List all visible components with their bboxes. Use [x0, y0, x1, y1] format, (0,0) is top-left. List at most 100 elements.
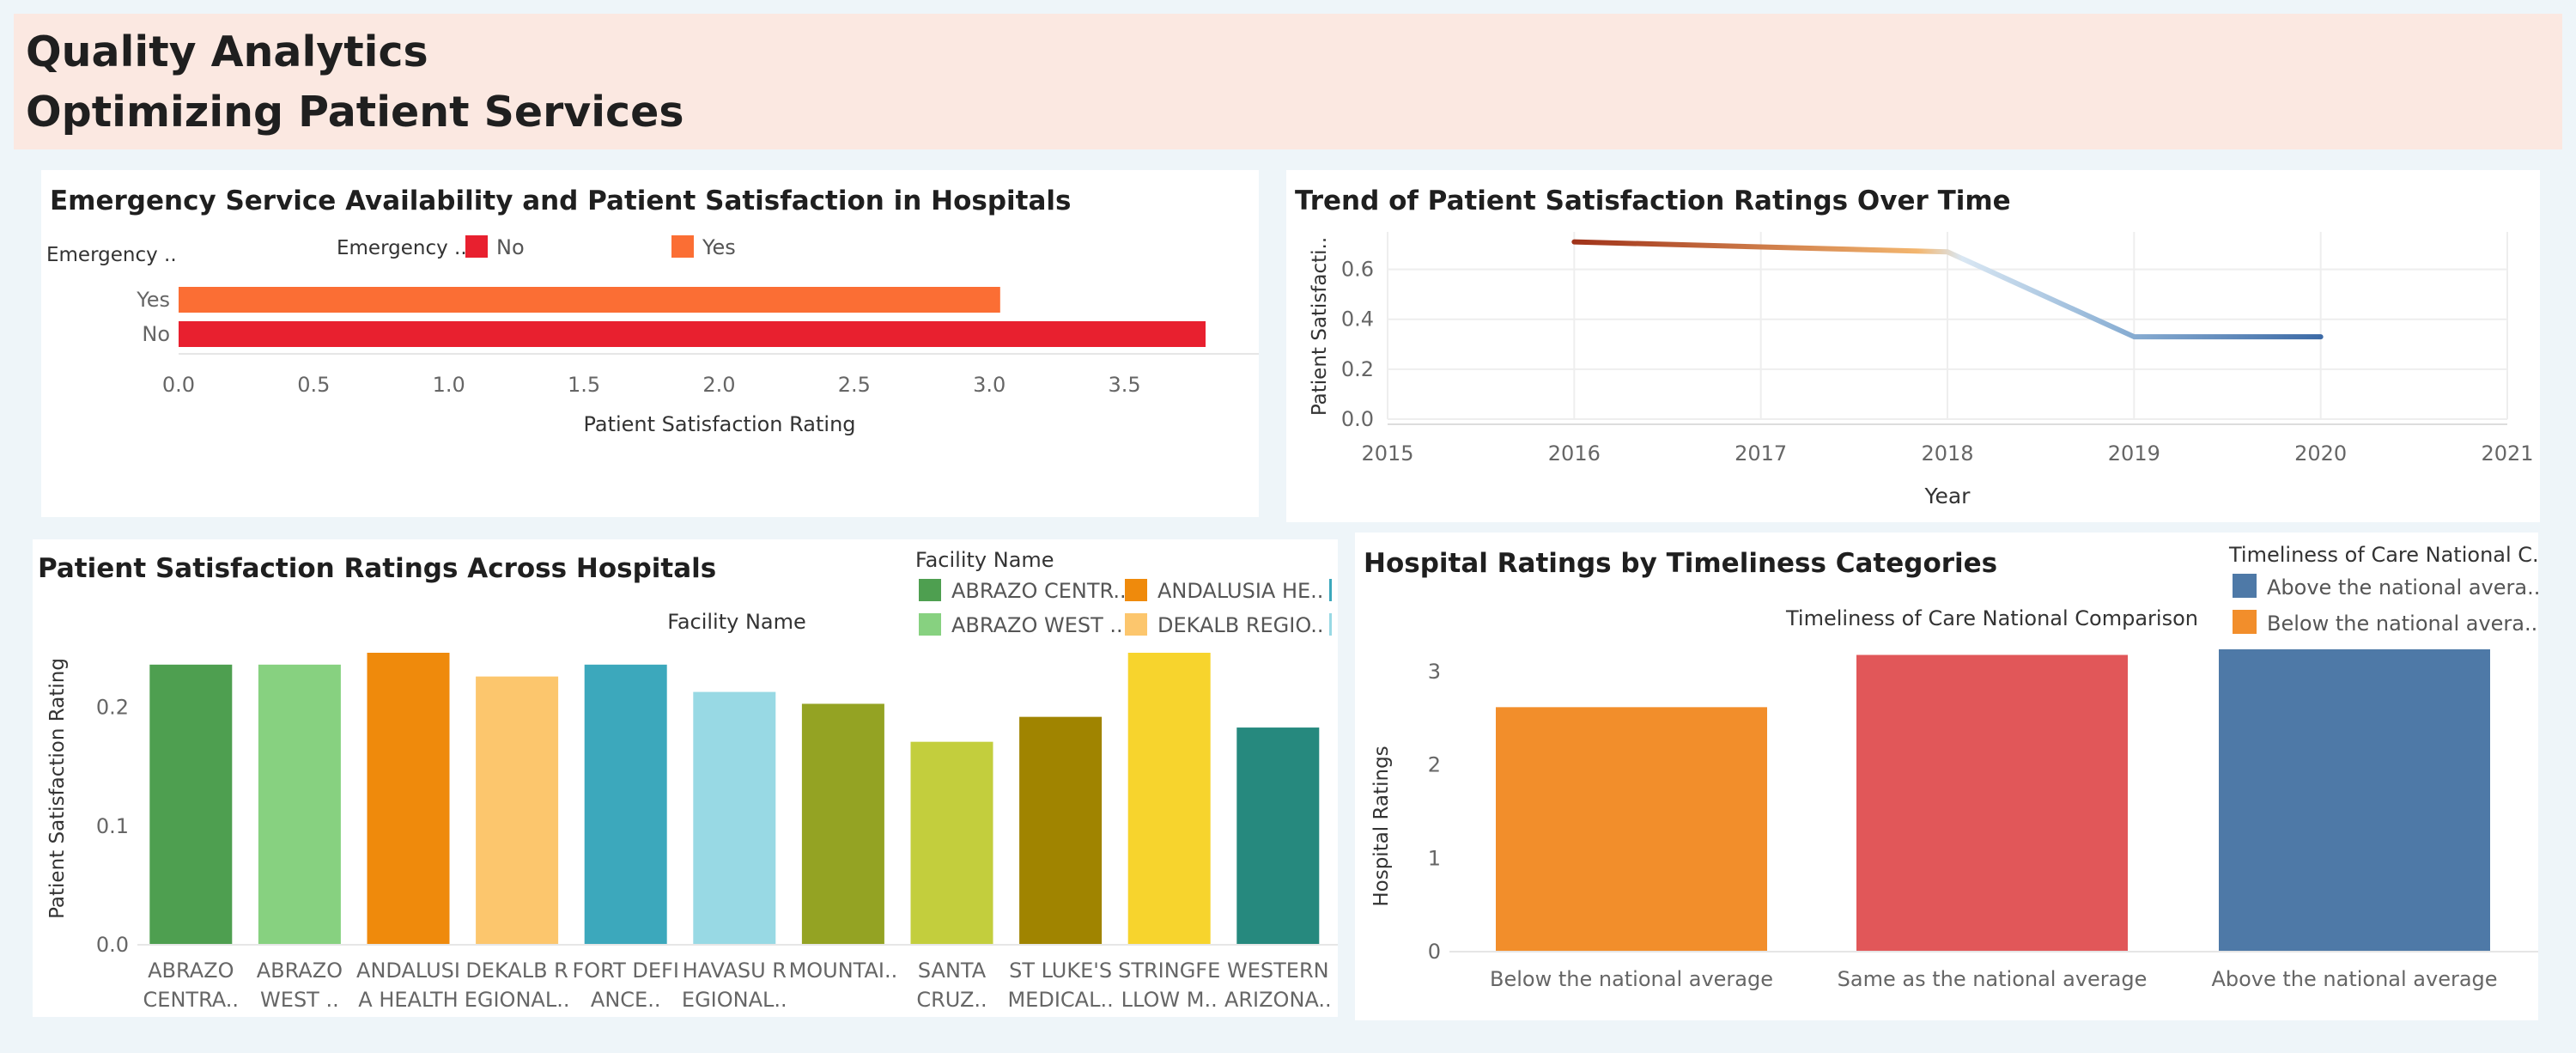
x-tick-label-line2: EGIONAL..	[465, 988, 570, 1012]
dashboard-subtitle: Optimizing Patient Services	[26, 88, 684, 137]
hospital-bar	[693, 691, 776, 945]
x-axis-title: Patient Satisfaction Rating	[583, 412, 855, 436]
x-tick-label-line2: WEST ..	[260, 988, 339, 1012]
x-tick-label: 2015	[1361, 441, 1413, 466]
timeliness-bar	[1856, 654, 2128, 952]
hospital-bar	[910, 741, 993, 945]
emergency-chart: Emergency .. Emergency .. No Yes Yes No 0.0 0.5…	[46, 235, 1259, 436]
x-tick-label-line1: ST LUKE'S	[1009, 959, 1112, 983]
trend-line	[1571, 239, 2324, 340]
x-tick-label-line1: STRINGFE	[1118, 959, 1220, 983]
facility-header-label: Facility Name	[667, 610, 806, 634]
legend-swatch-yes	[671, 235, 694, 258]
legend-label: DEKALB REGIO..	[1157, 613, 1324, 637]
trend-chart-title: Trend of Patient Satisfaction Ratings Ov…	[1295, 186, 2011, 216]
trend-panel: Trend of Patient Satisfaction Ratings Ov…	[1286, 170, 2540, 522]
y-axis-title: Patient Satisfaction Rating	[46, 658, 69, 919]
legend-title: Facility Name	[915, 548, 1054, 572]
hospitals-chart-title: Patient Satisfaction Ratings Across Hosp…	[38, 553, 717, 584]
timeliness-chart-title: Hospital Ratings by Timeliness Categorie…	[1364, 548, 1998, 579]
legend-swatch	[919, 579, 941, 601]
legend-label-no: No	[496, 235, 525, 259]
legend-swatch	[1125, 613, 1147, 636]
x-tick-label-line2: MEDICAL..	[1007, 988, 1113, 1012]
x-tick-label-line1: ABRAZO	[257, 959, 343, 983]
x-tick-label-line2: ANCE..	[591, 988, 661, 1012]
x-tick-label: 2020	[2294, 441, 2347, 466]
x-tick-label-line2: LLOW M..	[1121, 988, 1218, 1012]
legend-swatch	[2233, 574, 2257, 598]
y-axis-title: Patient Satisfacti..	[1309, 237, 1331, 416]
legend-label: Below the national avera..	[2267, 612, 2537, 636]
hospital-bar	[367, 653, 450, 945]
x-tick-label-line2: ARIZONA..	[1224, 988, 1332, 1012]
y-tick-label: 0.0	[1341, 407, 1374, 431]
emergency-panel: Emergency Service Availability and Patie…	[41, 170, 1259, 517]
x-tick-label: 2.5	[838, 373, 871, 397]
x-tick-label-line1: FORT DEFI	[572, 959, 678, 983]
x-tick-label-line1: DEKALB R	[465, 959, 568, 983]
y-tick-label: 0.2	[1341, 357, 1374, 381]
hospitals-panel: Patient Satisfaction Ratings Across Hosp…	[33, 539, 1338, 1017]
x-tick-label: 2016	[1548, 441, 1601, 466]
legend-swatch-partial	[1329, 613, 1332, 636]
timeliness-bar	[1496, 707, 1767, 952]
legend-title: Emergency ..	[337, 237, 467, 259]
x-tick-label: Below the national average	[1490, 967, 1773, 991]
timeliness-chart: Timeliness of Care National C.. Above the…	[1370, 543, 2538, 991]
x-tick-label-line2: EGIONAL..	[682, 988, 787, 1012]
y-tick-label: 0.0	[96, 933, 129, 957]
y-tick-label: 2	[1428, 753, 1441, 777]
y-tick-label: 0.4	[1341, 307, 1374, 332]
legend-swatch	[1125, 579, 1147, 601]
hospital-bar	[149, 664, 233, 945]
y-tick-label: 1	[1428, 846, 1441, 870]
x-tick-label-line1: HAVASU R	[683, 959, 787, 983]
emergency-chart-title: Emergency Service Availability and Patie…	[50, 186, 1072, 216]
y-axis-title: Hospital Ratings	[1370, 746, 1393, 906]
y-tick-label: 0.6	[1341, 258, 1374, 282]
legend-swatch-no	[465, 235, 488, 258]
x-tick-label: 2018	[1921, 441, 1973, 466]
x-tick-label-line1: ANDALUSI	[356, 959, 460, 983]
x-tick-label: 1.5	[568, 373, 600, 397]
x-tick-label: 2017	[1735, 441, 1787, 466]
y-tick-label: 0	[1428, 940, 1441, 964]
x-tick-label: 2019	[2108, 441, 2160, 466]
legend-title: Timeliness of Care National C..	[2228, 543, 2538, 567]
x-tick-label: 3.5	[1108, 373, 1140, 397]
x-tick-label: 3.0	[973, 373, 1005, 397]
bar-yes	[179, 287, 1000, 313]
x-tick-label: 1.0	[433, 373, 465, 397]
hospitals-chart: Facility Name ABRAZO CENTR.. ANDALUSIA HE.…	[46, 548, 1338, 1012]
bar-no	[179, 321, 1206, 347]
timeliness-panel: Hospital Ratings by Timeliness Categorie…	[1355, 533, 2538, 1020]
legend-swatch-partial	[1329, 579, 1332, 601]
x-tick-label: 2.0	[702, 373, 735, 397]
x-tick-label-line1: ABRAZO	[148, 959, 234, 983]
hospital-bar	[1127, 653, 1211, 945]
legend-swatch	[919, 613, 941, 636]
timeliness-bar	[2219, 649, 2490, 952]
x-tick-label-line2: CENTRA..	[143, 988, 240, 1012]
x-tick-label-line1: WESTERN	[1227, 959, 1329, 983]
dashboard-title: Quality Analytics	[26, 27, 428, 76]
hospital-bar	[584, 664, 667, 945]
trend-chart: 2015 2016 2017 2018 2019 2020 2021 0.0 0.2 0.4 0.6…	[1309, 232, 2534, 508]
row-label-no: No	[142, 322, 170, 346]
row-label-yes: Yes	[136, 288, 170, 312]
legend-label-yes: Yes	[702, 235, 736, 259]
row-header: Emergency ..	[46, 244, 177, 266]
hospital-bar	[476, 676, 559, 945]
y-tick-label: 0.1	[96, 814, 129, 838]
y-tick-label: 0.2	[96, 696, 129, 720]
legend-label: Above the national avera..	[2267, 575, 2538, 600]
hospital-bar	[1019, 716, 1103, 945]
x-tick-label-line2: CRUZ..	[916, 988, 987, 1012]
x-tick-label: 2021	[2481, 441, 2533, 466]
x-tick-label-line2: A HEALTH	[358, 988, 458, 1012]
y-tick-label: 3	[1428, 660, 1441, 684]
timeliness-header-label: Timeliness of Care National Comparison	[1785, 606, 2198, 630]
x-tick-label: Above the national average	[2211, 967, 2497, 991]
x-tick-label-line1: MOUNTAI..	[789, 959, 898, 983]
